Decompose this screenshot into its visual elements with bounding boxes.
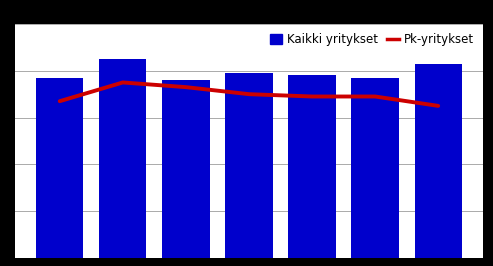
- Bar: [162, 80, 210, 258]
- Legend: Kaikki yritykset, Pk-yritykset: Kaikki yritykset, Pk-yritykset: [267, 30, 477, 50]
- Bar: [36, 78, 83, 258]
- Bar: [352, 78, 399, 258]
- Bar: [288, 76, 336, 258]
- Bar: [225, 73, 273, 258]
- Bar: [99, 59, 146, 258]
- Bar: [415, 64, 462, 258]
